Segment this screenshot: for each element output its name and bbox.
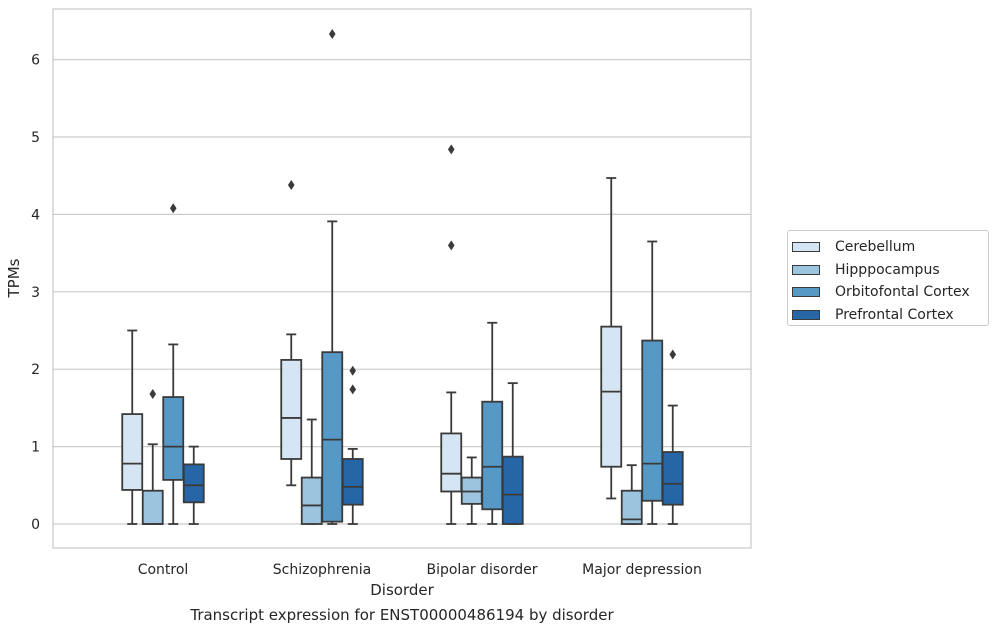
box-body (182, 463, 205, 504)
box-3-1 (620, 464, 643, 525)
legend-label: Hipppocampus (835, 261, 940, 278)
box-2-1 (460, 456, 483, 525)
y-tick-labels: 0 1 2 3 4 5 6 (31, 53, 40, 533)
legend-label: Orbitofontal Cortex (835, 284, 970, 301)
x-axis-label: Disorder (370, 581, 434, 599)
outlier-point (169, 203, 177, 214)
box-body (300, 476, 323, 525)
box-body (501, 455, 524, 525)
outlier-point (328, 29, 336, 40)
legend-label: Prefrontal Cortex (835, 306, 954, 323)
legend-item: Prefrontal Cortex (792, 304, 988, 327)
legend-item: Orbitofontal Cortex (792, 281, 988, 304)
legend-label: Cerebellum (835, 239, 916, 256)
box-body (121, 413, 144, 491)
y-tick-label: 2 (31, 362, 40, 378)
legend-swatch (792, 287, 820, 298)
box-3-0 (600, 177, 623, 500)
box-1-2 (321, 29, 344, 525)
box-body (341, 458, 364, 506)
y-tick-label: 3 (31, 285, 40, 301)
box-body (162, 396, 185, 481)
outlier-point (447, 240, 455, 251)
box-0-0 (121, 329, 144, 525)
box-0-3 (182, 445, 205, 525)
x-tick-label: Control (138, 562, 189, 578)
chart-caption: Transcript expression for ENST0000048619… (190, 606, 614, 624)
box-body (321, 351, 344, 523)
box-body (481, 400, 504, 511)
outlier-point (349, 384, 357, 395)
legend-swatch (792, 242, 820, 253)
y-tick-label: 4 (31, 207, 40, 223)
outlier-point (447, 144, 455, 155)
x-tick-label: Schizophrenia (273, 562, 371, 578)
boxes (121, 29, 684, 525)
box-body (620, 489, 643, 525)
y-tick-label: 0 (31, 517, 40, 533)
box-body (661, 451, 684, 506)
legend-swatch (792, 264, 820, 275)
y-axis-label: TPMs (5, 258, 23, 298)
box-body (141, 489, 164, 525)
box-1-0 (280, 179, 303, 487)
box-2-3 (501, 382, 524, 525)
box-body (280, 359, 303, 460)
y-tick-label: 5 (31, 130, 40, 146)
box-body (600, 325, 623, 468)
x-tick-label: Bipolar disorder (426, 562, 537, 578)
box-0-2 (162, 203, 185, 525)
outlier-point (149, 388, 157, 399)
box-1-3 (341, 365, 364, 525)
box-3-3 (661, 349, 684, 525)
box-1-1 (300, 418, 323, 525)
box-body (440, 432, 463, 493)
box-2-2 (481, 321, 504, 525)
box-2-0 (440, 144, 463, 525)
outlier-point (287, 179, 295, 190)
outlier-point (669, 349, 677, 360)
y-tick-label: 6 (31, 53, 40, 69)
legend-item: Hipppocampus (792, 259, 988, 282)
y-tick-label: 1 (31, 440, 40, 456)
box-0-1 (141, 388, 164, 525)
plot-frame (52, 8, 752, 549)
x-tick-label: Major depression (582, 562, 702, 578)
box-3-2 (641, 240, 664, 525)
box-body (641, 339, 664, 502)
legend: Cerebellum Hipppocampus Orbitofontal Corte… (787, 230, 989, 326)
outlier-point (349, 365, 357, 376)
x-tick-labels: Control Schizophrenia Bipolar disorder Majo… (138, 562, 702, 578)
legend-item: Cerebellum (792, 236, 988, 259)
legend-swatch (792, 309, 820, 320)
